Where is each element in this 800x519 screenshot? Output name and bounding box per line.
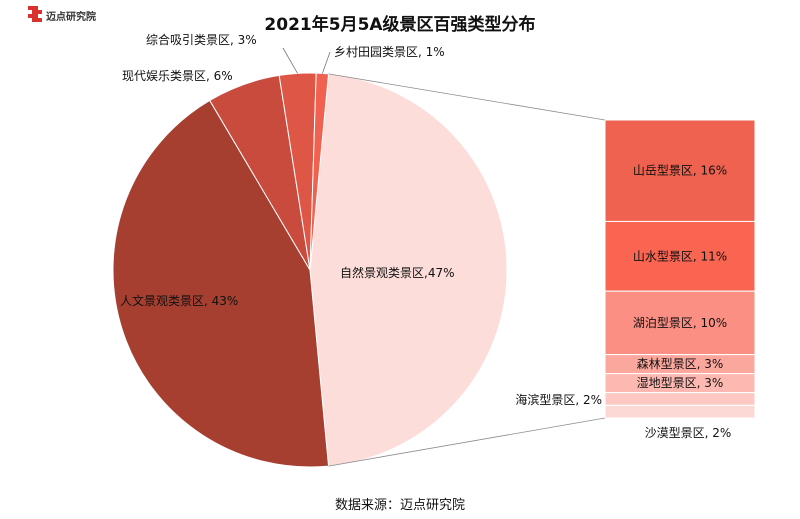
logo-icon [28,6,42,22]
breakdown-segment [604,404,756,419]
pie-slice-label: 综合吸引类景区, 3% [146,32,257,47]
leader-line [282,47,298,74]
breakdown-label: 海滨型景区, 2% [515,392,602,407]
breakdown-segment [604,119,756,222]
pie-slice-label: 现代娱乐类景区, 6% [122,69,233,83]
breakdown-label: 湿地型景区, 3% [637,375,724,390]
pie-slice [309,73,508,467]
pie-slice-label: 人文景观类景区, 43% [120,293,238,308]
pie-slice-label: 乡村田园类景区, 1% [334,45,445,59]
breakdown-label: 森林型景区, 3% [637,356,724,371]
connector-line [328,417,606,467]
breakdown-label: 山岳型景区, 16% [633,164,727,178]
breakdown-label: 山水型景区, 11% [633,249,727,263]
breakdown-segment [604,392,756,406]
pie-slice [112,99,330,468]
breakdown-label: 湖泊型景区, 10% [633,315,727,330]
brand-logo: 迈点研究院 [28,6,96,24]
breakdown-segment [604,290,756,356]
chart-title: 2021年5月5A级景区百强类型分布 [264,15,536,35]
leader-line [322,51,331,74]
connector-line [328,73,606,121]
source-note: 数据来源：迈点研究院 [334,498,465,513]
breakdown-segment [604,220,756,292]
breakdown-label: 沙漠型景区, 2% [645,426,732,440]
logo-text: 迈点研究院 [46,11,96,23]
pie-slice-label: 自然景观类景区,47% [340,265,455,280]
